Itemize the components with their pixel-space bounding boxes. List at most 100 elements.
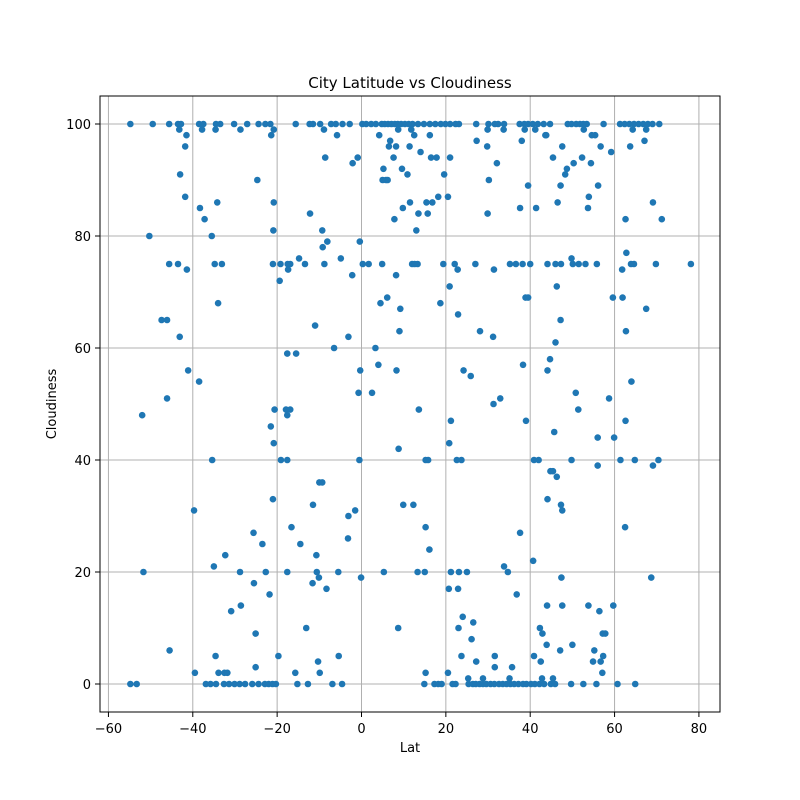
- data-point: [467, 372, 475, 380]
- data-point: [557, 316, 564, 324]
- data-point: [585, 193, 593, 201]
- data-point: [269, 260, 277, 268]
- data-point: [616, 120, 624, 128]
- data-point: [512, 260, 520, 268]
- data-point: [243, 120, 251, 128]
- data-point: [444, 669, 452, 677]
- data-point: [165, 260, 173, 268]
- data-point: [518, 137, 526, 145]
- data-point: [174, 260, 182, 268]
- data-point: [212, 680, 220, 688]
- data-point: [252, 663, 259, 671]
- data-point: [421, 680, 428, 688]
- data-point: [542, 131, 550, 139]
- data-point: [440, 171, 448, 178]
- data-point: [578, 154, 586, 161]
- data-point: [404, 171, 411, 178]
- data-point: [655, 120, 663, 128]
- data-point: [437, 299, 444, 307]
- data-point: [635, 120, 642, 128]
- data-point: [212, 652, 219, 660]
- data-point: [270, 199, 278, 206]
- data-point: [146, 232, 153, 240]
- data-point: [269, 495, 277, 503]
- data-point: [250, 529, 257, 537]
- data-point: [504, 568, 512, 576]
- data-point: [472, 260, 479, 268]
- data-point: [530, 456, 538, 464]
- y-tick-label: 20: [74, 566, 91, 581]
- data-point: [614, 680, 621, 688]
- data-point: [315, 574, 323, 581]
- data-point: [313, 568, 321, 576]
- data-point: [262, 568, 270, 576]
- data-point: [539, 630, 546, 637]
- data-point: [375, 131, 383, 139]
- data-point: [262, 120, 269, 128]
- data-point: [271, 406, 278, 413]
- data-point: [493, 159, 501, 167]
- data-point: [585, 602, 592, 609]
- data-point: [362, 120, 370, 128]
- data-point: [621, 120, 628, 128]
- data-point: [356, 367, 364, 374]
- data-point: [395, 445, 402, 453]
- data-point: [266, 591, 273, 598]
- data-point: [445, 585, 453, 593]
- data-point: [453, 456, 461, 464]
- data-point: [267, 120, 274, 128]
- data-point: [309, 120, 317, 128]
- data-point: [354, 154, 362, 161]
- data-point: [424, 456, 432, 464]
- data-point: [406, 199, 414, 206]
- data-point: [283, 568, 291, 576]
- y-axis-ticks: 0 20 40 60 80 100: [66, 118, 100, 693]
- data-point: [319, 243, 326, 251]
- data-point: [631, 680, 639, 688]
- data-point: [183, 131, 190, 139]
- data-point: [569, 641, 576, 649]
- data-point: [536, 624, 544, 632]
- data-point: [191, 669, 199, 677]
- data-point: [216, 120, 224, 128]
- data-point: [516, 529, 524, 537]
- data-point: [549, 154, 557, 161]
- data-point: [348, 271, 356, 279]
- data-point: [311, 322, 319, 329]
- y-tick-label: 40: [74, 454, 91, 469]
- data-point: [537, 658, 545, 665]
- x-tick-label: −40: [179, 722, 206, 737]
- data-point: [272, 680, 280, 688]
- data-point: [277, 456, 285, 464]
- data-point: [596, 607, 603, 615]
- x-tick-label: 60: [606, 722, 623, 737]
- data-point: [267, 423, 275, 430]
- data-point: [225, 680, 233, 688]
- data-point: [320, 126, 328, 133]
- data-point: [149, 120, 157, 128]
- data-point: [283, 456, 291, 464]
- data-point: [572, 389, 580, 397]
- data-point: [621, 523, 629, 531]
- data-point: [415, 406, 423, 413]
- data-point: [500, 126, 507, 133]
- x-tick-label: −20: [263, 722, 290, 737]
- data-point: [259, 540, 266, 548]
- data-point: [316, 120, 324, 128]
- data-point: [484, 210, 491, 217]
- data-point: [642, 126, 650, 133]
- data-point: [601, 630, 609, 637]
- data-point: [556, 647, 564, 654]
- data-point: [485, 120, 492, 128]
- data-point: [558, 574, 565, 581]
- data-point: [284, 266, 292, 273]
- data-point: [649, 120, 656, 128]
- data-point: [214, 299, 222, 307]
- data-point: [523, 680, 530, 688]
- data-point: [454, 585, 462, 593]
- data-point: [455, 568, 463, 576]
- data-point: [552, 260, 559, 268]
- data-point: [291, 669, 299, 677]
- y-tick-label: 60: [74, 342, 91, 357]
